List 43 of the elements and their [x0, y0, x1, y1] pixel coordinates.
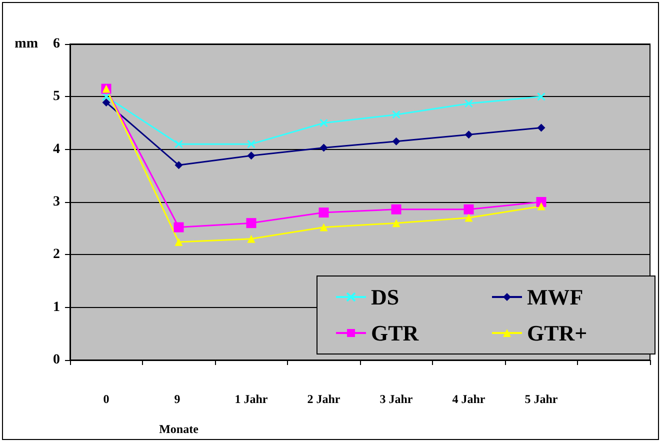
legend-label: DS — [371, 284, 400, 310]
y-tick-label: 2 — [53, 247, 60, 262]
point — [464, 214, 473, 222]
y-tick-label: 0 — [53, 352, 60, 368]
point — [247, 152, 256, 160]
point — [247, 140, 256, 148]
point — [246, 218, 256, 228]
point — [320, 144, 328, 152]
point — [392, 110, 400, 119]
point — [174, 238, 183, 246]
point — [391, 204, 402, 214]
point — [392, 219, 400, 228]
x-tick-label: 4 Jahr — [452, 392, 486, 406]
point — [174, 222, 184, 232]
y-axis-title: mm — [14, 36, 38, 52]
legend-label: GTR — [371, 320, 420, 346]
point — [102, 98, 110, 106]
point — [392, 137, 400, 146]
point — [320, 118, 328, 128]
point — [464, 99, 473, 108]
x-tick-label: 5 Jahr — [524, 392, 558, 406]
point — [537, 124, 546, 132]
point — [174, 161, 183, 170]
point — [247, 234, 256, 243]
y-tick-label: 6 — [53, 36, 60, 52]
point — [464, 204, 474, 214]
y-tick-label: 1 — [53, 300, 60, 315]
point — [174, 140, 183, 148]
point — [464, 130, 473, 139]
x-tick-label: 1 Jahr — [234, 392, 268, 406]
point — [537, 92, 546, 101]
legend-label: GTR+ — [527, 320, 588, 346]
x-tick-label: 3 Jahr — [380, 392, 414, 406]
legend-label: MWF — [527, 284, 584, 310]
y-tick-label: 4 — [53, 142, 60, 157]
point — [318, 208, 329, 218]
point — [537, 202, 546, 210]
y-tick-label: 5 — [53, 89, 60, 104]
x-tick-label: 2 Jahr — [307, 392, 341, 406]
y-tick-label: 3 — [53, 194, 60, 210]
x-tick-label: 0 — [103, 392, 110, 406]
point — [320, 223, 328, 232]
category-label: 9 Monate — [159, 392, 198, 436]
